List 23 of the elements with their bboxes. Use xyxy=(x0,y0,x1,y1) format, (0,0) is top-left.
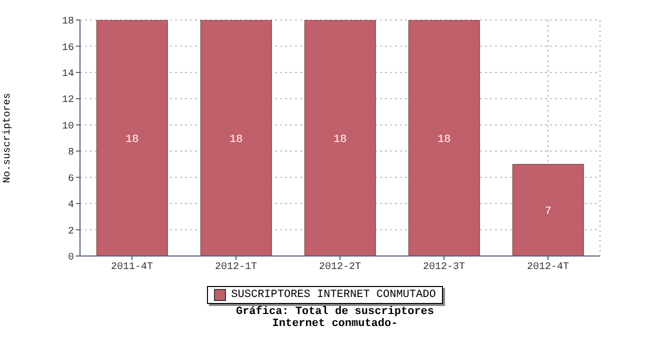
x-tick-label: 2011-4T xyxy=(110,262,154,274)
x-tick-label: 2012-1T xyxy=(214,262,258,274)
x-tick-label: 2012-4T xyxy=(526,262,570,274)
y-tick-label: 8 xyxy=(68,148,74,159)
y-tick-label: 18 xyxy=(62,16,74,28)
y-tick-label: 14 xyxy=(62,68,74,80)
x-tick-label: 2012-2T xyxy=(318,262,362,274)
data-label: 18 xyxy=(126,134,139,146)
y-tick-label: 16 xyxy=(62,42,74,54)
text: SUSCRIPTORES INTERNET CONMUTADO xyxy=(230,289,436,301)
data-label: 18 xyxy=(230,134,243,146)
y-tick-label: 0 xyxy=(68,252,74,264)
data-label: 7 xyxy=(544,206,552,218)
x-tick-label: 2012-3T xyxy=(422,262,466,274)
y-tick-label: 10 xyxy=(62,121,74,132)
y-tick-label: 12 xyxy=(62,95,74,106)
y-axis-title: No.suscriptores xyxy=(2,92,14,184)
text: Gráfica: Total de suscriptores Internet conmutado- xyxy=(234,306,436,330)
y-tick-label: 6 xyxy=(68,174,74,185)
data-label: 18 xyxy=(334,134,347,146)
y-tick-label: 2 xyxy=(68,226,74,238)
y-tick-label: 4 xyxy=(68,200,74,212)
data-label: 18 xyxy=(438,134,451,146)
